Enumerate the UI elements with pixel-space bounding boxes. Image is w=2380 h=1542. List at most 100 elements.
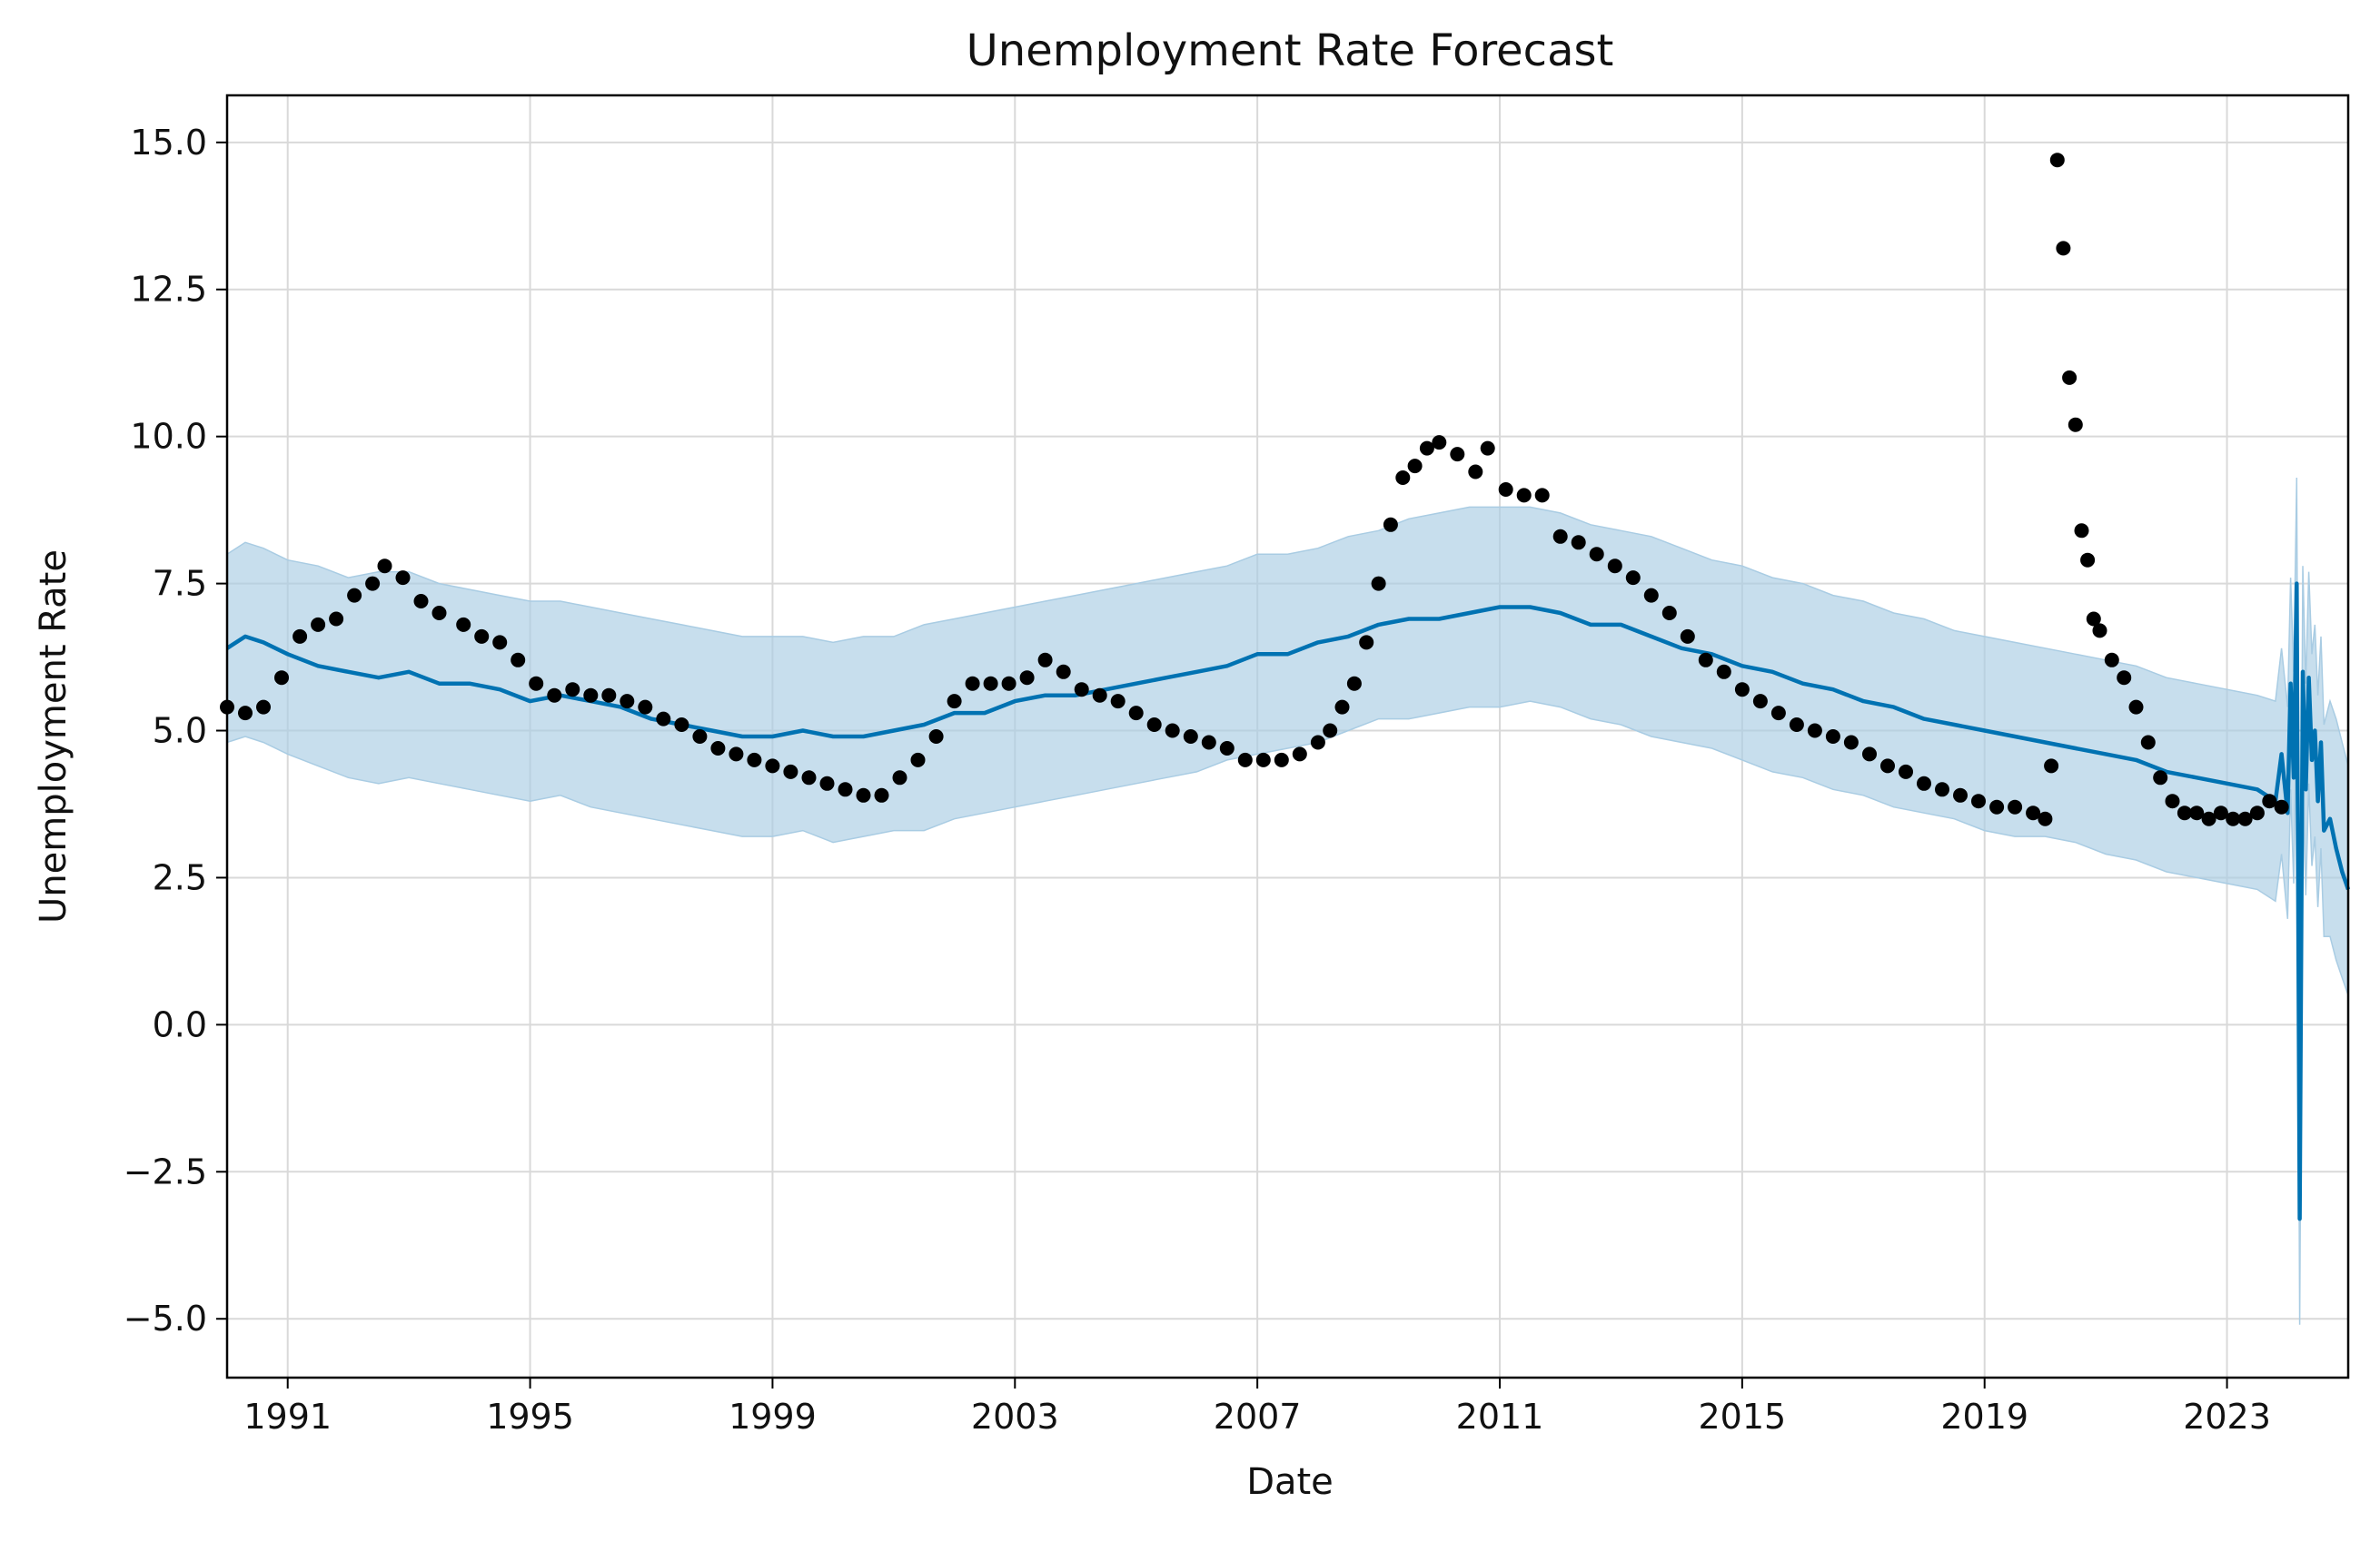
observed-point [928, 729, 944, 744]
observed-point [1953, 787, 1968, 803]
x-tick-label: 1995 [486, 1397, 574, 1437]
observed-point [765, 758, 780, 774]
observed-point [1498, 482, 1513, 497]
observed-point [1128, 706, 1144, 721]
observed-point [2177, 806, 2192, 821]
observed-point [2044, 758, 2059, 774]
observed-point [293, 628, 308, 644]
observed-point [474, 628, 490, 644]
observed-point [1899, 764, 1913, 779]
observed-point [2074, 523, 2089, 539]
observed-point [1371, 576, 1386, 591]
observed-point [1334, 699, 1350, 715]
observed-point [620, 694, 635, 709]
observed-point [1552, 529, 1568, 544]
observed-point [1019, 670, 1035, 686]
observed-point [1680, 628, 1695, 644]
observed-point [692, 729, 708, 744]
observed-point [492, 635, 508, 650]
y-tick-label: 5.0 [153, 711, 207, 751]
observed-point [874, 787, 889, 803]
observed-point [910, 752, 926, 767]
observed-point [1661, 606, 1677, 620]
observed-point [529, 676, 544, 691]
observed-point [1037, 652, 1053, 667]
observed-point [1480, 440, 1495, 456]
observed-points-layer [220, 153, 2289, 826]
observed-point [1989, 799, 2005, 815]
observed-point [1825, 729, 1840, 744]
observed-point [1516, 488, 1532, 503]
observed-point [1716, 664, 1731, 679]
observed-point [329, 611, 344, 627]
observed-point [674, 717, 689, 732]
x-tick-label: 2019 [1940, 1397, 2028, 1437]
observed-point [2140, 735, 2156, 750]
observed-point [729, 746, 744, 762]
observed-point [2165, 794, 2180, 809]
observed-point [1571, 535, 1586, 550]
observed-point [1935, 782, 1949, 797]
observed-point [747, 752, 762, 767]
observed-point [801, 770, 817, 786]
observed-point [1589, 547, 1604, 562]
y-tick-label: −2.5 [124, 1152, 207, 1191]
observed-point [1237, 752, 1253, 767]
observed-point [1359, 635, 1374, 650]
observed-point [1274, 752, 1289, 767]
observed-point [892, 770, 907, 786]
observed-point [311, 617, 326, 632]
observed-point [1917, 776, 1931, 791]
y-tick-label: −5.0 [124, 1299, 207, 1339]
observed-point [1056, 664, 1071, 679]
observed-point [947, 694, 962, 709]
observed-point [1383, 517, 1398, 532]
observed-point [413, 594, 429, 608]
observed-point [2092, 623, 2107, 638]
forecast-line-layer [225, 581, 2351, 1221]
observed-point [2117, 670, 2132, 686]
observed-point [601, 687, 617, 703]
observed-point [1862, 746, 1877, 762]
observed-point [431, 606, 447, 620]
observed-point [395, 570, 411, 586]
observed-point [656, 711, 671, 727]
observed-point [1734, 682, 1750, 697]
observed-point [1395, 470, 1411, 485]
plot-frame [225, 94, 2350, 1379]
x-tick-label: 1991 [243, 1397, 332, 1437]
observed-point [856, 787, 871, 803]
observed-point [783, 764, 798, 779]
observed-point [1625, 570, 1641, 586]
observed-point [583, 687, 599, 703]
observed-point [1770, 706, 1786, 721]
observed-point [1165, 723, 1180, 738]
observed-point [1219, 741, 1235, 756]
observed-point [511, 652, 526, 667]
chart-title: Unemployment Rate Forecast [967, 25, 1614, 76]
observed-point [1607, 558, 1622, 574]
observed-point [1110, 694, 1126, 709]
observed-point [1752, 694, 1768, 709]
x-tick-label: 2007 [1214, 1397, 1302, 1437]
x-tick-label: 2011 [1456, 1397, 1544, 1437]
observed-point [565, 682, 580, 697]
observed-point [2038, 811, 2053, 826]
y-tick-label: 7.5 [153, 564, 207, 604]
observed-point [377, 558, 392, 574]
observed-point [710, 741, 726, 756]
observed-point [1534, 488, 1550, 503]
observed-point [1074, 682, 1089, 697]
observed-point [1146, 717, 1162, 732]
observed-point [1323, 723, 1338, 738]
observed-point [1789, 717, 1804, 732]
observed-point [1419, 440, 1434, 456]
observed-point [1255, 752, 1271, 767]
observed-point [274, 670, 289, 686]
y-tick-label: 10.0 [130, 417, 207, 457]
observed-point [1468, 464, 1483, 479]
observed-point [1880, 758, 1895, 774]
observed-point [1843, 735, 1859, 750]
observed-point [2226, 811, 2241, 826]
